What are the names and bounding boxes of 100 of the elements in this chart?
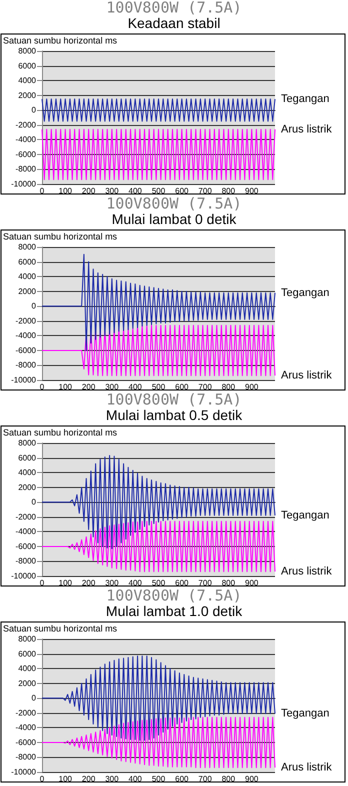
y-tick-label: 4000 — [18, 272, 37, 282]
x-tick-label: 100 — [58, 774, 73, 784]
line-series — [42, 716, 276, 768]
y-tick-label: 8000 — [18, 46, 37, 56]
series-label: Tegangan — [281, 708, 330, 720]
x-tick-label: 200 — [82, 578, 96, 588]
y-tick-label: 2000 — [18, 286, 37, 296]
chart-title: 100V800W (7.5A) — [106, 0, 242, 16]
y-tick-label: 2000 — [18, 482, 37, 492]
x-tick-label: 300 — [105, 578, 120, 588]
y-tick-label: -4000 — [16, 723, 37, 732]
series-label: Arus listrik — [281, 123, 332, 136]
line-series — [42, 324, 276, 376]
series-label: Arus listrik — [281, 566, 332, 578]
y-tick-label: -8000 — [16, 752, 37, 762]
x-tick-label: 500 — [152, 774, 166, 784]
chart-subtitle: Mulai lambat 1.0 detik — [106, 603, 244, 619]
series-label: Tegangan — [281, 509, 330, 522]
y-tick-label: 2000 — [18, 678, 37, 688]
chart-subtitle: Mulai lambat 0 detik — [112, 211, 238, 227]
series-label: Arus listrik — [281, 370, 332, 382]
x-tick-label: 600 — [175, 578, 190, 588]
y-tick-label: -10000 — [11, 572, 37, 580]
chart-subtitle: Keadaan stabil — [128, 15, 220, 31]
y-tick-label: -4000 — [16, 135, 37, 144]
text: Satuan sumbu horizontal ms — [3, 232, 118, 242]
x-tick-label: 800 — [222, 186, 236, 196]
x-tick-label: 700 — [198, 578, 212, 588]
y-tick-label: 6000 — [18, 257, 37, 266]
y-tick-label: -10000 — [11, 180, 37, 188]
y-tick-label: -8000 — [16, 556, 37, 566]
chart-title: 100V800W (7.5A) — [106, 194, 242, 212]
x-tick-label: 800 — [222, 774, 236, 784]
y-tick-label: -4000 — [16, 527, 37, 536]
y-tick-label: 4000 — [18, 664, 37, 674]
x-tick-label: 300 — [105, 382, 120, 392]
y-tick-label: 6000 — [18, 61, 37, 70]
x-tick-label: 200 — [82, 382, 96, 392]
x-tick-label: 500 — [152, 382, 166, 392]
x-tick-label: 500 — [152, 578, 166, 588]
x-tick-label: 100 — [58, 578, 73, 588]
series-label: Arus listrik — [281, 762, 332, 774]
y-tick-label: 4000 — [18, 76, 37, 86]
x-tick-label: 400 — [128, 578, 142, 588]
line-series — [42, 655, 276, 741]
x-tick-label: 600 — [175, 382, 190, 392]
x-tick-label: 100 — [58, 382, 73, 392]
y-tick-label: -6000 — [16, 346, 37, 355]
x-tick-label: 900 — [245, 578, 259, 588]
y-tick-label: 8000 — [18, 634, 37, 644]
x-tick-label: 900 — [245, 382, 259, 392]
chart-title: 100V800W (7.5A) — [106, 390, 242, 408]
x-tick-label: 600 — [175, 186, 190, 196]
y-tick-label: -6000 — [16, 542, 37, 551]
x-tick-label: 0 — [40, 774, 45, 784]
x-tick-label: 600 — [175, 774, 190, 784]
y-tick-label: 4000 — [18, 468, 37, 478]
line-series — [42, 520, 276, 572]
y-tick-label: -6000 — [16, 738, 37, 747]
y-tick-label: -4000 — [16, 331, 37, 340]
text: Satuan sumbu horizontal ms — [3, 428, 118, 438]
series-label: Tegangan — [281, 286, 330, 299]
line-series — [42, 254, 276, 351]
y-tick-label: 8000 — [18, 242, 37, 252]
y-tick-label: 6000 — [18, 649, 37, 658]
x-tick-label: 300 — [105, 186, 120, 196]
y-tick-label: 0 — [32, 302, 37, 311]
x-tick-label: 0 — [40, 578, 45, 588]
text: Satuan sumbu horizontal ms — [3, 624, 118, 634]
x-tick-label: 800 — [222, 382, 236, 392]
y-tick-label: -10000 — [11, 376, 37, 384]
x-tick-label: 400 — [128, 382, 142, 392]
y-tick-label: -8000 — [16, 164, 37, 174]
x-tick-label: 200 — [82, 186, 96, 196]
y-tick-label: 0 — [32, 106, 37, 115]
x-tick-label: 700 — [198, 186, 212, 196]
x-tick-label: 400 — [128, 774, 142, 784]
y-tick-label: 8000 — [18, 438, 37, 448]
x-tick-label: 900 — [245, 186, 259, 196]
x-tick-label: 0 — [40, 186, 45, 196]
y-tick-label: 0 — [32, 498, 37, 507]
text: Satuan sumbu horizontal ms — [3, 36, 118, 46]
y-tick-label: -6000 — [16, 150, 37, 159]
y-tick-label: -2000 — [16, 316, 37, 326]
y-tick-label: -2000 — [16, 512, 37, 522]
x-tick-label: 0 — [40, 382, 45, 392]
x-tick-label: 900 — [245, 774, 259, 784]
x-tick-label: 300 — [105, 774, 120, 784]
y-tick-label: -2000 — [16, 120, 37, 130]
y-tick-label: -10000 — [11, 768, 37, 776]
x-tick-label: 800 — [222, 578, 236, 588]
x-tick-label: 100 — [58, 186, 73, 196]
line-series — [42, 455, 276, 550]
series-label: Tegangan — [281, 93, 330, 106]
x-tick-label: 500 — [152, 186, 166, 196]
y-tick-label: 2000 — [18, 90, 37, 100]
x-tick-label: 200 — [82, 774, 96, 784]
y-tick-label: 0 — [32, 694, 37, 703]
chart-subtitle: Mulai lambat 0.5 detik — [106, 407, 244, 423]
x-tick-label: 700 — [198, 382, 212, 392]
